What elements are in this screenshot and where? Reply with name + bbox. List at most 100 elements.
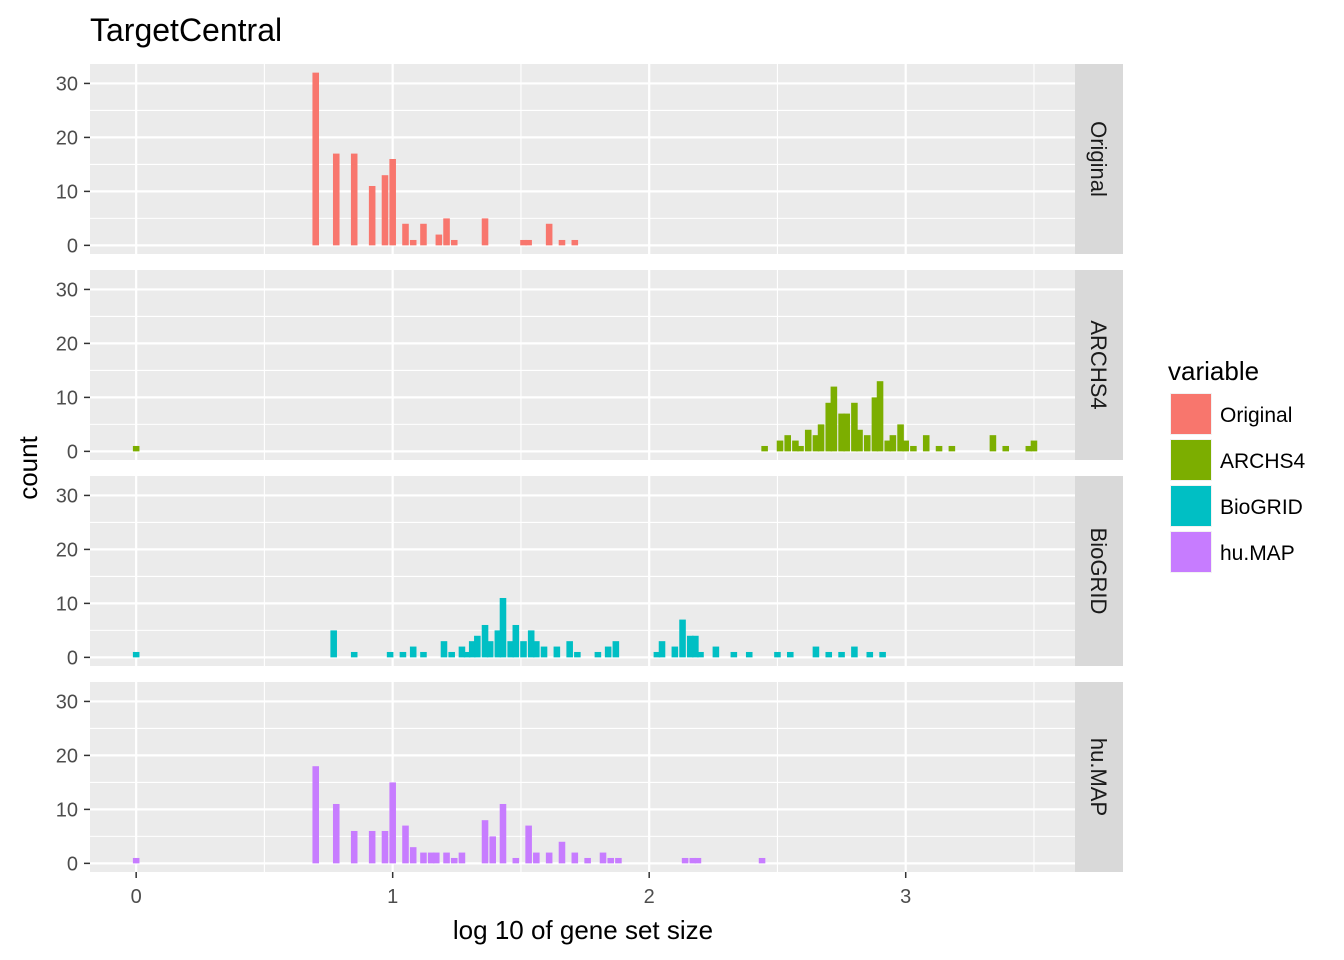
histogram-bar xyxy=(558,841,566,864)
histogram-bar xyxy=(409,239,417,246)
histogram-bar xyxy=(653,651,661,658)
histogram-bar xyxy=(948,445,956,452)
histogram-bar xyxy=(897,424,904,452)
histogram-bar xyxy=(489,836,497,864)
histogram-bar xyxy=(825,402,833,452)
legend: variable Original ARCHS4 BioGRID hu.MAP xyxy=(1168,356,1306,573)
y-tick-label: 0 xyxy=(67,647,78,669)
histogram-bar xyxy=(350,153,358,246)
histogram-bar xyxy=(922,435,930,452)
histogram-bar xyxy=(458,646,466,658)
histogram-bar xyxy=(825,651,833,658)
panel-archs4: 0 10 20 30 ARCHS4 xyxy=(56,270,1123,463)
legend-swatch xyxy=(1171,394,1211,434)
histogram-bar xyxy=(427,852,435,864)
histogram-bar xyxy=(458,852,466,864)
x-tick-label: 1 xyxy=(387,886,398,908)
histogram-bar xyxy=(776,440,784,452)
histogram-bar xyxy=(866,651,874,658)
histogram-bar xyxy=(409,646,417,658)
facet-strip-label: hu.MAP xyxy=(1086,738,1111,816)
histogram-bar xyxy=(525,825,532,864)
histogram-bar xyxy=(851,646,858,658)
legend-label: BioGRID xyxy=(1220,496,1303,519)
histogram-bar xyxy=(1025,445,1033,452)
histogram-bar xyxy=(350,830,358,864)
histogram-bar xyxy=(876,381,884,452)
legend-item: ARCHS4 xyxy=(1170,439,1306,481)
histogram-bar xyxy=(481,218,489,246)
histogram-bar xyxy=(540,646,548,658)
histogram-bar xyxy=(758,857,766,864)
histogram-bar xyxy=(433,852,440,864)
histogram-bar xyxy=(689,857,697,864)
histogram-bar xyxy=(512,857,520,864)
histogram-bar xyxy=(599,852,607,864)
histogram-bar xyxy=(851,402,858,452)
histogram-bar xyxy=(571,239,579,246)
histogram-bar xyxy=(545,223,553,246)
histogram-bar xyxy=(312,72,320,246)
histogram-bar xyxy=(533,852,540,864)
histogram-bar xyxy=(566,641,573,658)
histogram-bar xyxy=(132,651,140,658)
panel-background xyxy=(90,270,1075,460)
legend-label: ARCHS4 xyxy=(1220,450,1306,473)
facet-panels: 0 10 20 30 Original 0 10 20 30 ARCHS4 0 10 20 30 BioGR… xyxy=(56,64,1123,875)
legend-item: BioGRID xyxy=(1170,485,1303,527)
histogram-bar xyxy=(804,429,812,452)
histogram-bar xyxy=(694,857,702,864)
histogram-bar xyxy=(774,651,781,658)
histogram-bar xyxy=(871,397,879,452)
x-tick-label: 2 xyxy=(644,886,655,908)
histogram-bar xyxy=(420,223,427,246)
histogram-bar xyxy=(745,651,753,658)
y-axis-title: count xyxy=(13,435,43,499)
histogram-bar xyxy=(368,185,376,246)
histogram-bar xyxy=(574,651,581,658)
histogram-bar xyxy=(553,646,561,658)
histogram-bar xyxy=(507,641,514,658)
histogram-bar xyxy=(474,635,481,658)
x-tick-label: 3 xyxy=(900,886,911,908)
y-tick-label: 20 xyxy=(56,333,78,355)
histogram-bar xyxy=(935,445,943,452)
y-tick-label: 30 xyxy=(56,73,78,95)
histogram-bar xyxy=(889,435,897,452)
histogram-bar xyxy=(884,440,892,452)
histogram-bar xyxy=(481,624,489,658)
histogram-bar xyxy=(658,641,666,658)
histogram-bar xyxy=(812,435,820,452)
histogram-bar xyxy=(450,857,458,864)
y-tick-label: 0 xyxy=(67,235,78,257)
histogram-bar xyxy=(607,857,614,864)
y-tick-label: 30 xyxy=(56,691,78,713)
legend-item: hu.MAP xyxy=(1170,531,1295,573)
histogram-bar xyxy=(786,651,794,658)
histogram-bar xyxy=(784,435,791,452)
panel-biogrid: 0 10 20 30 BioGRID xyxy=(56,476,1123,669)
histogram-bar xyxy=(468,641,476,658)
panel-background xyxy=(90,476,1075,666)
histogram-bar xyxy=(368,830,376,864)
histogram-bar xyxy=(671,646,679,658)
facet-strip-label: Original xyxy=(1086,121,1111,197)
y-tick-label: 10 xyxy=(56,181,78,203)
histogram-bar xyxy=(435,234,443,246)
histogram-bar xyxy=(525,239,532,246)
histogram-bar xyxy=(692,635,699,658)
histogram-bar xyxy=(830,386,838,452)
y-tick-label: 0 xyxy=(67,853,78,875)
histogram-bar xyxy=(389,782,396,864)
histogram-bar xyxy=(902,440,909,452)
histogram-bar xyxy=(520,239,527,246)
histogram-bar xyxy=(612,641,620,658)
histogram-bar xyxy=(332,803,340,864)
histogram-bar xyxy=(558,239,566,246)
y-tick-label: 10 xyxy=(56,593,78,615)
histogram-bar xyxy=(499,597,507,658)
histogram-bar xyxy=(132,857,140,864)
histogram-bar xyxy=(571,852,579,864)
histogram-bar xyxy=(686,635,694,658)
panel-original: 0 10 20 30 Original xyxy=(56,64,1123,257)
